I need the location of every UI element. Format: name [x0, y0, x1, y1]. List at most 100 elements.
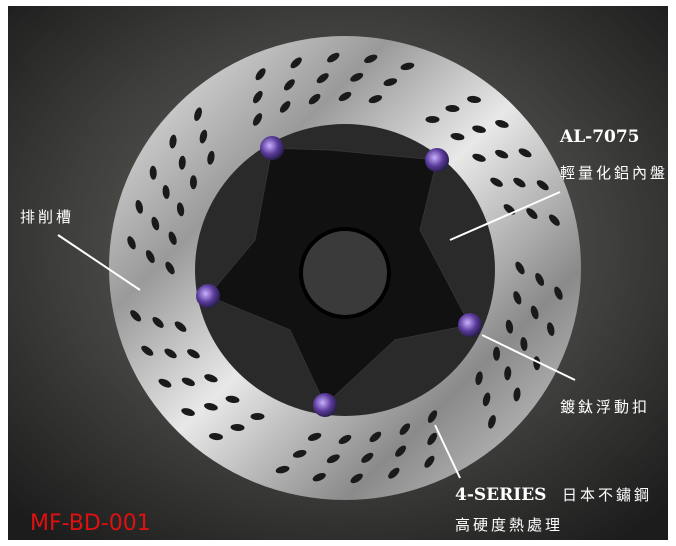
bolt	[313, 393, 337, 417]
label: 日本不鏽鋼	[562, 486, 652, 504]
rotor-hole	[187, 349, 200, 359]
rotor-hole	[250, 413, 265, 421]
rotor-hole	[162, 185, 170, 199]
rotor-hole	[505, 319, 514, 334]
rotor-hole	[536, 180, 549, 191]
rotor-hole	[518, 148, 532, 158]
rotor-hole	[490, 177, 503, 187]
bolts	[196, 136, 482, 417]
leader-lines	[57, 191, 576, 479]
bolt	[260, 136, 284, 160]
rotor-hole	[199, 129, 208, 144]
rotor-hole	[145, 250, 155, 263]
rotor-hole	[364, 54, 378, 64]
rotor-hole	[252, 113, 263, 126]
rotor-hole	[169, 134, 177, 149]
rotor-hole	[164, 348, 177, 359]
rotor-hole	[338, 91, 352, 102]
label: 高硬度熱處理	[455, 516, 563, 534]
rotor-hole	[450, 132, 465, 141]
rotor-hole	[445, 105, 460, 113]
label-title: AL-7075	[559, 127, 640, 147]
rotor-hole	[504, 366, 512, 381]
rotor-hole	[204, 374, 218, 383]
rotor-hole	[427, 432, 438, 446]
rotor-hole	[513, 291, 522, 305]
rotor-hole	[515, 261, 525, 275]
rotor-hole	[488, 415, 496, 429]
rotor-hole	[151, 216, 160, 231]
rotor-hole	[395, 445, 407, 457]
rotor-hole	[178, 155, 186, 170]
rotor-hole	[327, 52, 340, 63]
rotor-hole	[316, 73, 329, 84]
rotor-hole	[368, 95, 383, 104]
rotor-hole	[279, 101, 291, 113]
rotor-hole	[307, 432, 322, 441]
rotor-hole	[493, 346, 501, 361]
rotor-hole	[189, 175, 197, 190]
rotor-hole	[338, 434, 352, 445]
bolt	[458, 313, 482, 337]
rotor-hole	[554, 286, 563, 300]
rotor-hole	[424, 455, 435, 468]
rotor-hole	[292, 449, 307, 458]
rotor-hole	[427, 410, 438, 423]
rotor-hole	[548, 214, 560, 226]
rotor-hole	[312, 472, 326, 482]
rotor-hole	[513, 177, 526, 188]
bolt	[425, 148, 449, 172]
rotor-hole	[361, 452, 374, 463]
rotor-hole	[513, 387, 521, 402]
rotor-hole	[535, 273, 545, 286]
leader-line	[434, 424, 461, 479]
rotor-hole	[141, 345, 154, 356]
rotor-hole	[472, 125, 486, 134]
rotor-hole	[290, 57, 302, 69]
rotor-hole	[230, 423, 245, 431]
rotor-hole	[388, 467, 400, 479]
model-number: MF-BD-001	[30, 511, 151, 536]
rotor-hole	[482, 392, 491, 407]
rotor-hole	[181, 377, 195, 387]
rotor-hole	[207, 150, 215, 165]
rotor-hole	[425, 115, 440, 123]
rotor-hole	[255, 68, 266, 81]
label: 輕量化鋁內盤	[560, 164, 668, 182]
rotor-hole	[495, 149, 509, 159]
rotor-hole	[165, 261, 175, 275]
rotor-hole	[283, 79, 295, 91]
rotor-holes	[127, 52, 563, 484]
rotor-hole	[152, 317, 164, 328]
rotor-hole	[526, 208, 538, 219]
rotor-hole	[308, 93, 321, 105]
label: 排削槽	[20, 208, 74, 226]
rotor-hole	[252, 90, 263, 104]
rotor-hole	[275, 465, 290, 474]
label-title: 4-SERIES	[455, 485, 546, 505]
bolt	[196, 284, 220, 308]
rotor-hole	[383, 78, 398, 87]
rotor-hole	[495, 120, 509, 128]
rotor-hole	[158, 378, 172, 388]
rotor-hole	[399, 423, 411, 435]
rotor-hole	[174, 321, 187, 332]
rotor-hole	[350, 72, 364, 82]
rotor-hole	[127, 236, 136, 250]
leader-line	[57, 234, 141, 291]
rotor-hole	[546, 322, 555, 337]
rotor-hole	[467, 95, 481, 104]
label: 鍍鈦浮動扣	[560, 398, 650, 416]
leader-line	[449, 191, 561, 241]
rotor-hole	[400, 62, 415, 71]
rotor-hole	[475, 371, 483, 386]
rotor-hole	[130, 310, 142, 322]
leader-line	[481, 334, 576, 381]
rotor-hole	[472, 153, 486, 162]
rotor-hole	[176, 202, 185, 217]
rotor-hole	[369, 431, 382, 443]
rotor-hole	[225, 395, 240, 404]
rotor-hole	[149, 165, 157, 180]
